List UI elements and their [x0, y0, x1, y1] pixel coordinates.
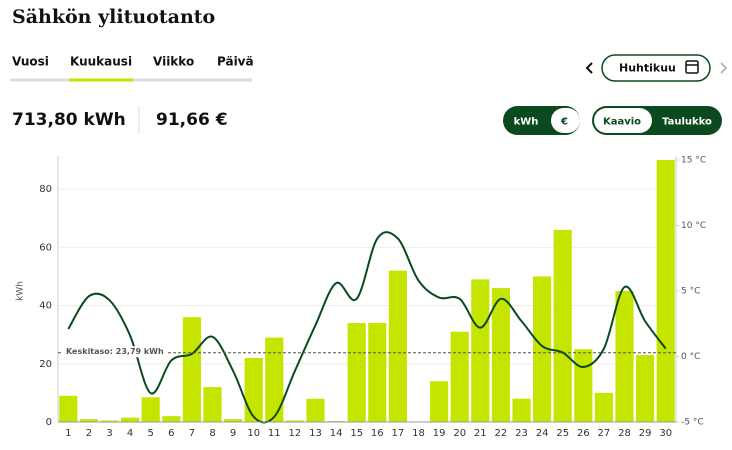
temperature-line — [67, 231, 667, 424]
x-tick-label: 13 — [309, 428, 322, 439]
x-tick-label: 5 — [148, 428, 154, 439]
toggle-option[interactable]: € — [560, 117, 568, 128]
toggle-option-bg — [594, 108, 652, 133]
y-tick-label: 80 — [39, 184, 52, 195]
x-tick-label: 25 — [556, 428, 569, 439]
bar — [388, 270, 407, 422]
bar — [182, 317, 201, 422]
x-tick-label: 18 — [412, 428, 425, 439]
x-tick-label: 7 — [189, 428, 195, 439]
y2-tick-label: 15 °C — [681, 156, 706, 166]
toggles: kWh € Kaavio Taulukko — [503, 106, 722, 135]
bar — [430, 381, 449, 422]
bar — [615, 291, 634, 422]
x-tick-label: 26 — [577, 428, 590, 439]
bar — [347, 323, 366, 422]
bar — [100, 420, 119, 422]
average-label-bg — [63, 346, 168, 358]
x-tick-label: 21 — [474, 428, 487, 439]
x-tick-label: 19 — [433, 428, 446, 439]
x-tick-label: 8 — [209, 428, 215, 439]
y2-tick-label: 10 °C — [681, 221, 706, 231]
x-tick-label: 15 — [350, 428, 363, 439]
tab[interactable]: Kuukausi — [70, 55, 132, 69]
x-tick-label: 27 — [598, 428, 611, 439]
x-tick-label: 3 — [106, 428, 112, 439]
x-tick-label: 16 — [371, 428, 384, 439]
bar — [265, 337, 284, 422]
y-tick-label: 40 — [39, 301, 52, 312]
bar — [203, 387, 222, 422]
y-tick-label: 0 — [46, 417, 52, 428]
next-arrow[interactable] — [720, 62, 728, 74]
period-label: Huhtikuu — [619, 62, 676, 75]
toggle-option[interactable]: Kaavio — [603, 117, 641, 128]
bar — [368, 323, 387, 422]
x-tick-label: 6 — [168, 428, 174, 439]
tab[interactable]: Vuosi — [12, 55, 49, 69]
y-tick-label: 20 — [39, 359, 52, 370]
x-tick-label: 17 — [392, 428, 405, 439]
total-energy: 713,80 kWh — [12, 110, 126, 130]
x-tick-label: 4 — [127, 428, 133, 439]
bar — [512, 398, 531, 422]
bar — [79, 419, 98, 422]
tab[interactable]: Viikko — [153, 55, 194, 69]
bar — [285, 420, 304, 422]
x-tick-label: 24 — [536, 428, 549, 439]
x-tick-label: 22 — [495, 428, 508, 439]
bar — [491, 288, 510, 422]
x-tick-label: 14 — [330, 428, 343, 439]
y2-tick-label: 5 °C — [681, 287, 700, 297]
average-label: Keskitaso: 23,79 kWh — [66, 347, 164, 356]
x-tick-label: 30 — [659, 428, 672, 439]
toggle-option[interactable]: Taulukko — [662, 117, 712, 128]
bar — [141, 397, 160, 422]
y2-tick-label: 0 °C — [681, 352, 700, 362]
page-title: Sähkön ylituotanto — [12, 6, 215, 28]
bar — [121, 417, 140, 422]
bar — [594, 392, 613, 422]
calendar-icon — [685, 60, 699, 74]
bar — [450, 331, 469, 422]
x-tick-label: 20 — [453, 428, 466, 439]
period-picker[interactable] — [601, 54, 711, 82]
bar — [224, 419, 243, 422]
x-tick-label: 10 — [247, 428, 260, 439]
bar — [59, 395, 78, 422]
y2-tick-label: -5 °C — [681, 418, 704, 428]
bar — [162, 416, 181, 422]
x-tick-label: 11 — [268, 428, 281, 439]
toggle-option[interactable]: kWh — [514, 117, 539, 128]
bar — [306, 398, 325, 422]
x-tick-label: 28 — [618, 428, 631, 439]
x-tick-label: 9 — [230, 428, 236, 439]
y-tick-label: 60 — [39, 242, 52, 253]
bar — [656, 160, 675, 422]
toggle-option-bg — [551, 108, 580, 133]
x-tick-label: 1 — [65, 428, 71, 439]
bar — [574, 349, 593, 422]
total-cost: 91,66 € — [156, 110, 228, 130]
bar — [553, 229, 572, 422]
bar — [636, 355, 655, 422]
x-tick-label: 29 — [639, 428, 652, 439]
bar — [533, 276, 552, 422]
prev-arrow[interactable] — [585, 62, 593, 74]
bar — [244, 357, 263, 422]
y-axis-label: kWh — [16, 281, 26, 301]
bar — [471, 279, 490, 422]
x-tick-label: 23 — [515, 428, 528, 439]
tab[interactable]: Päivä — [217, 55, 254, 69]
x-tick-label: 12 — [289, 428, 302, 439]
x-tick-label: 2 — [86, 428, 92, 439]
